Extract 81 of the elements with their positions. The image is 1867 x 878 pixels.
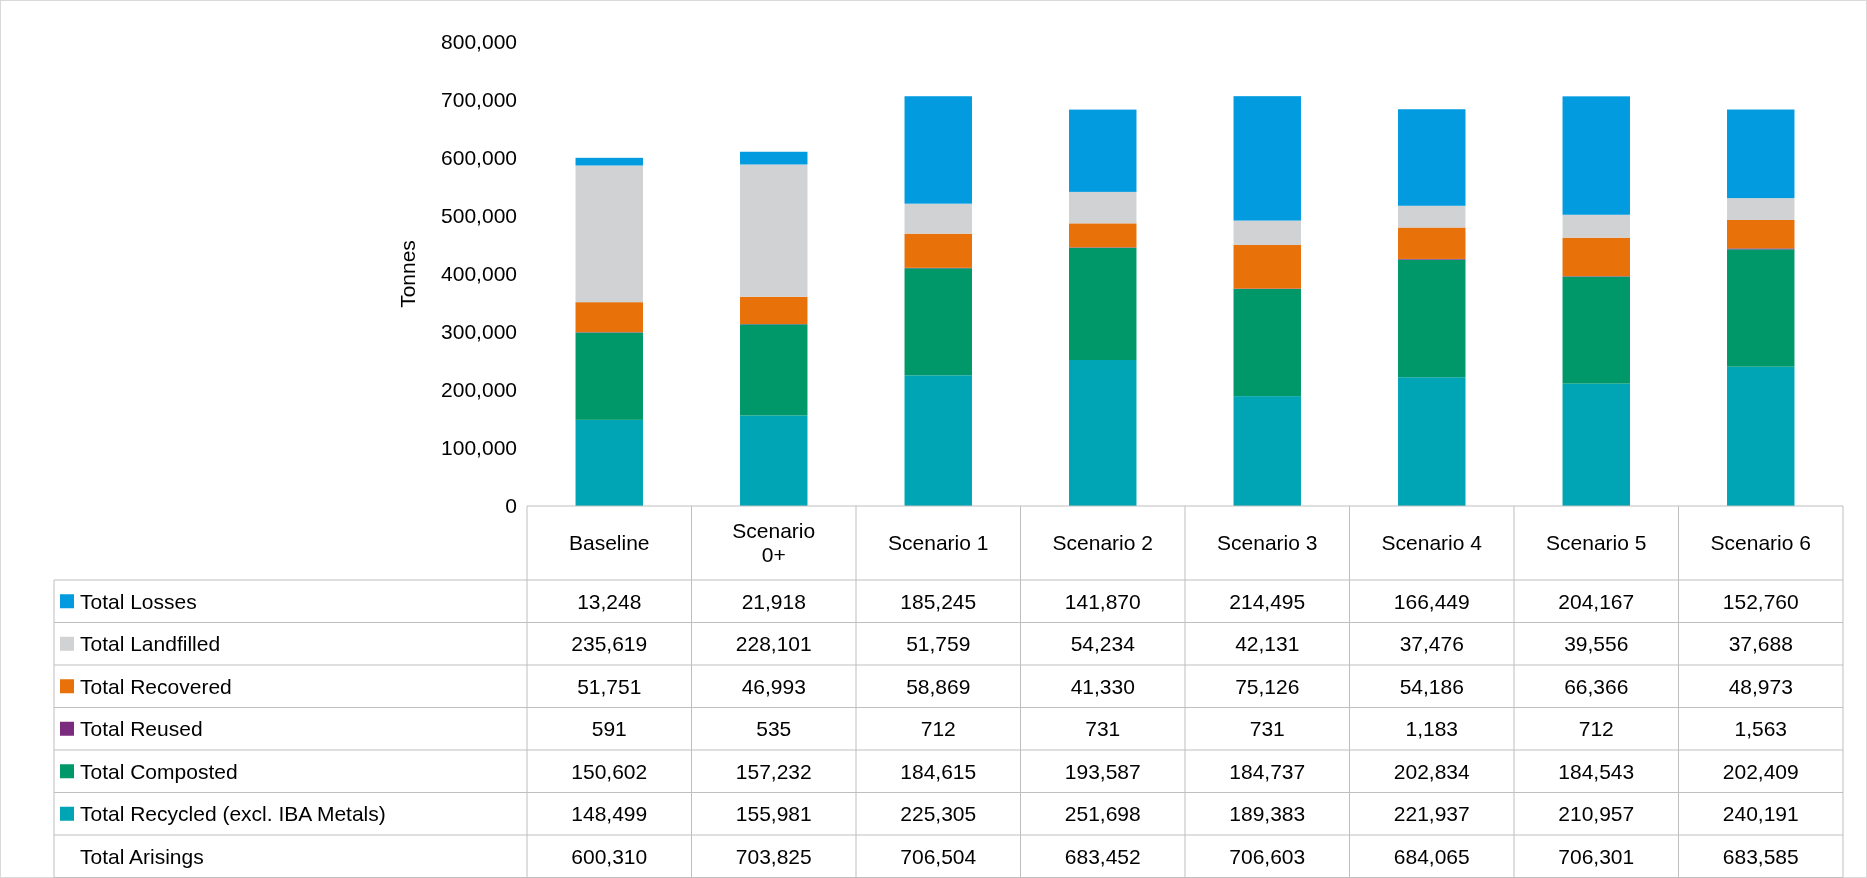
data-label: 712 <box>920 717 956 741</box>
data-label: 37,688 <box>1728 632 1793 656</box>
data-label: 58,869 <box>906 674 971 698</box>
data-label: 152,760 <box>1722 589 1799 613</box>
data-label: 225,305 <box>900 802 977 826</box>
y-tick-label: 600,000 <box>441 146 517 170</box>
data-label: 41,330 <box>1070 674 1135 698</box>
data-label: 240,191 <box>1722 802 1799 826</box>
text: 683,585 <box>1722 844 1799 868</box>
data-label: 210,957 <box>1558 802 1635 826</box>
x-tick-label: Scenario 5 <box>1546 531 1647 555</box>
data-label: 202,834 <box>1393 759 1471 783</box>
x-tick-label: Baseline <box>568 531 650 555</box>
y-tick-label: 800,000 <box>441 30 517 54</box>
data-label: 235,619 <box>571 632 648 656</box>
data-label: 21,918 <box>741 589 806 613</box>
data-label: 155,981 <box>735 802 812 826</box>
text: 683,452 <box>1064 844 1141 868</box>
data-label: 202,409 <box>1722 759 1799 783</box>
data-label: 1,563 <box>1734 717 1788 741</box>
data-label: 54,234 <box>1070 632 1136 656</box>
y-tick-label: 700,000 <box>441 88 517 112</box>
data-label: 51,759 <box>906 632 971 656</box>
data-label: 221,937 <box>1393 802 1470 826</box>
data-label: 193,587 <box>1064 759 1141 783</box>
text: 684,065 <box>1393 844 1470 868</box>
text: 703,825 <box>735 844 812 868</box>
data-label: 148,499 <box>571 802 648 826</box>
y-tick-label: 400,000 <box>441 262 517 286</box>
data-label: 141,870 <box>1064 589 1141 613</box>
text: 706,504 <box>900 844 977 868</box>
data-label: 1,183 <box>1405 717 1459 741</box>
data-label: 228,101 <box>735 632 812 656</box>
x-tick-label: Scenario 1 <box>888 531 989 555</box>
data-label: 185,245 <box>900 589 977 613</box>
text: 706,603 <box>1229 844 1306 868</box>
data-label: 13,248 <box>577 589 642 613</box>
data-label: 51,751 <box>577 674 642 698</box>
x-tick-label: Scenario 2 <box>1052 531 1153 555</box>
data-label: 184,737 <box>1229 759 1306 783</box>
data-label: 184,615 <box>900 759 977 783</box>
y-tick-label: 200,000 <box>441 378 517 402</box>
data-label: 54,186 <box>1399 674 1464 698</box>
data-label: 204,167 <box>1558 589 1635 613</box>
data-label: 37,476 <box>1399 632 1464 656</box>
data-label: 66,366 <box>1564 674 1629 698</box>
x-tick-label: Scenario 0+ <box>732 519 816 567</box>
data-label: 48,973 <box>1728 674 1793 698</box>
data-label: 184,543 <box>1558 759 1635 783</box>
data-label: 39,556 <box>1564 632 1629 656</box>
y-tick-label: 100,000 <box>441 436 517 460</box>
data-label: 46,993 <box>741 674 806 698</box>
legend-label: Total Reused <box>80 717 203 741</box>
data-label: 150,602 <box>571 759 648 783</box>
text: 706,301 <box>1558 844 1635 868</box>
data-label: 731 <box>1085 717 1121 741</box>
legend-label: Total Recovered <box>80 674 232 698</box>
y-tick-label: 500,000 <box>441 204 517 228</box>
x-tick-label: Scenario 4 <box>1381 531 1483 555</box>
x-tick-label: Scenario 6 <box>1710 531 1811 555</box>
data-label: 591 <box>591 717 627 741</box>
x-tick-label: Scenario 3 <box>1217 531 1318 555</box>
data-label: 75,126 <box>1235 674 1300 698</box>
legend-label: Total Composted <box>80 759 238 783</box>
text: Total Arisings <box>80 844 204 868</box>
data-label: 214,495 <box>1229 589 1306 613</box>
text: 600,310 <box>571 844 648 868</box>
data-label: 251,698 <box>1064 802 1141 826</box>
y-axis-title: Tonnes <box>396 240 419 308</box>
legend-label: Total Landfilled <box>80 632 221 656</box>
legend-label: Total Recycled (excl. IBA Metals) <box>80 802 386 826</box>
legend-label: Total Losses <box>80 589 197 613</box>
data-label: 189,383 <box>1229 802 1306 826</box>
data-label: 42,131 <box>1235 632 1300 656</box>
y-tick-label: 0 <box>505 494 517 518</box>
data-label: 712 <box>1578 717 1614 741</box>
data-label: 166,449 <box>1393 589 1470 613</box>
data-label: 535 <box>756 717 792 741</box>
data-label: 731 <box>1249 717 1285 741</box>
data-label: 157,232 <box>735 759 812 783</box>
y-tick-label: 300,000 <box>441 320 517 344</box>
